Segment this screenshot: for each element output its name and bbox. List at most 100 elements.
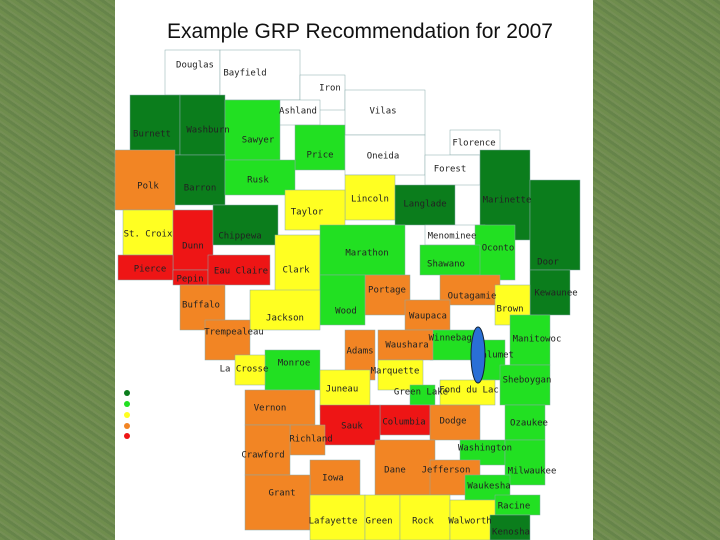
legend-dot <box>124 423 130 429</box>
county-area <box>529 179 581 271</box>
county-label: Juneau <box>326 385 359 395</box>
county-label: Green <box>365 517 392 527</box>
county-area <box>474 224 516 281</box>
legend-dot <box>124 401 130 407</box>
county-label: Iron <box>319 84 341 94</box>
county-label: Dunn <box>182 242 204 252</box>
county-area <box>284 189 346 231</box>
county-label: Eau Claire <box>214 267 268 277</box>
county-label: Trempealeau <box>204 328 264 338</box>
county-area <box>424 154 481 186</box>
legend-dot <box>124 412 130 418</box>
county-label: Forest <box>434 165 467 175</box>
county-label: Waukesha <box>467 482 510 492</box>
county-area <box>244 389 316 426</box>
county-label: Vilas <box>369 107 396 117</box>
county-label: Barron <box>184 184 217 194</box>
county-label: Taylor <box>291 208 324 218</box>
county-label: Ozaukee <box>510 419 548 429</box>
county-label: Buffalo <box>182 301 220 311</box>
county-area <box>394 184 456 226</box>
county-label: Kewaunee <box>534 289 577 299</box>
county-area <box>449 499 496 540</box>
county-label: Langlade <box>403 200 446 210</box>
county-label: Oneida <box>367 152 400 162</box>
county-label: Walworth <box>448 517 491 527</box>
county-area <box>404 299 451 331</box>
county-label: Grant <box>268 489 295 499</box>
county-label: Rusk <box>247 176 269 186</box>
county-label: Clark <box>282 266 310 276</box>
county-label: Burnett <box>133 130 171 140</box>
county-area <box>374 439 436 496</box>
county-area <box>399 494 451 540</box>
title: Example GRP Recommendation for 2007 <box>167 20 553 43</box>
lake-winnebago <box>470 326 486 384</box>
county-label: Jefferson <box>422 466 471 476</box>
county-label: Waupaca <box>409 312 447 322</box>
county-label: Door <box>537 258 559 268</box>
county-label: Dodge <box>439 417 466 427</box>
county-label: Marquette <box>371 367 420 377</box>
county-area <box>264 349 321 391</box>
county-area <box>234 354 266 386</box>
county-label: Richland <box>289 435 332 445</box>
county-label: Chippewa <box>218 232 261 242</box>
county-label: Kenosha <box>492 528 530 538</box>
legend-dot <box>124 390 130 396</box>
county-area <box>244 474 311 531</box>
county-labels: Douglas Bayfield Iron Ashland Vilas Burnett Wa… <box>124 61 578 538</box>
county-label: Winnebago <box>429 334 478 344</box>
county-areas <box>114 49 581 540</box>
county-label: Marinette <box>483 196 532 206</box>
county-label: Sawyer <box>242 136 275 146</box>
county-area <box>204 319 251 361</box>
county-area <box>164 49 221 96</box>
county-label: Shawano <box>427 260 465 270</box>
county-area <box>309 459 361 496</box>
county-label: Pierce <box>134 265 167 275</box>
county-area <box>172 209 214 271</box>
county-label: Fond du Lac <box>439 386 499 396</box>
county-area <box>212 204 279 246</box>
county-area <box>509 314 551 366</box>
county-area <box>344 134 426 176</box>
county-label: Price <box>306 151 333 161</box>
county-label: Washburn <box>186 126 229 136</box>
county-label: Sauk <box>341 422 363 432</box>
county-label: Calumet <box>476 351 514 361</box>
county-area <box>439 379 496 406</box>
county-label: Pepin <box>176 275 203 285</box>
county-label: Milwaukee <box>508 467 557 477</box>
county-label: Crawford <box>241 451 284 461</box>
county-label: Racine <box>498 502 531 512</box>
county-label: Adams <box>346 347 373 357</box>
county-area <box>309 494 366 540</box>
county-area <box>117 254 174 281</box>
county-area <box>249 289 321 331</box>
county-label: Wood <box>335 307 357 317</box>
county-label: Manitowoc <box>513 335 562 345</box>
county-area <box>114 149 176 211</box>
county-label: Lafayette <box>309 517 358 527</box>
county-area <box>207 254 271 286</box>
county-label: Jackson <box>266 314 304 324</box>
county-area <box>244 424 291 476</box>
county-area <box>129 94 181 156</box>
county-area <box>504 404 546 441</box>
county-area <box>419 244 481 276</box>
county-label: Bayfield <box>223 69 266 79</box>
county-area <box>174 154 226 206</box>
county-label: Green Lake <box>394 388 448 398</box>
county-label: Douglas <box>176 61 214 71</box>
county-label: Columbia <box>382 418 425 428</box>
county-area <box>224 99 281 161</box>
county-area <box>504 439 546 486</box>
county-area <box>319 404 381 446</box>
map: Douglas Bayfield Iron Ashland Vilas Burnett Wa… <box>114 49 581 540</box>
county-label: Outagamie <box>448 292 497 302</box>
county-label: Brown <box>496 305 523 315</box>
county-area <box>429 404 481 441</box>
county-area <box>489 514 531 540</box>
